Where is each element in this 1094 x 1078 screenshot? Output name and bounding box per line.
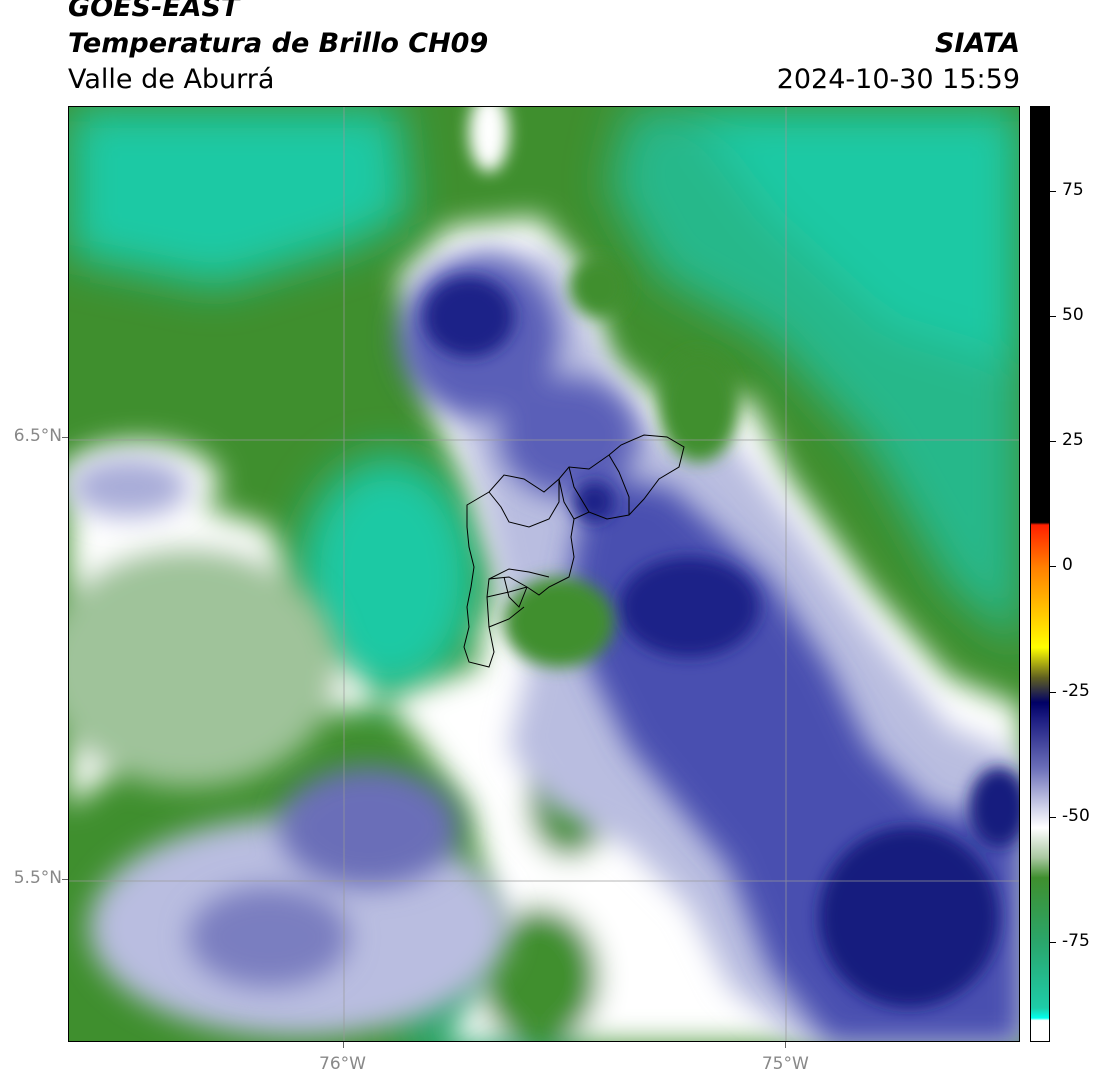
colorbar-tick-label: 75	[1062, 180, 1084, 201]
lon-tick-mark	[342, 1042, 344, 1048]
satellite-map[interactable]	[68, 106, 1020, 1042]
colorbar-tick-mark	[1050, 191, 1056, 193]
colorbar-fill	[1031, 107, 1049, 1041]
colorbar-tick-label: 50	[1062, 305, 1084, 326]
colorbar-tick-label: -25	[1062, 680, 1090, 701]
colorbar-tick-mark	[1050, 816, 1056, 818]
lat-tick-label: 5.5°N	[13, 867, 62, 888]
municipal-boundaries	[463, 434, 685, 668]
lon-tick-mark	[785, 1042, 787, 1048]
product-title: Temperatura de Brillo CH09	[68, 28, 489, 59]
colorbar-gradient	[1031, 107, 1049, 1041]
colorbar-tick-mark	[1050, 566, 1056, 568]
colorbar-tick-mark	[1050, 316, 1056, 318]
graticule	[69, 107, 1019, 1041]
organization-label: SIATA	[934, 28, 1020, 59]
teal-regions	[69, 107, 1019, 1041]
lon-tick-label: 75°W	[761, 1054, 809, 1074]
satellite-title: GOES-EAST	[68, 0, 240, 23]
colorbar-tick-label: 0	[1062, 555, 1073, 576]
colorbar-tick-mark	[1050, 441, 1056, 443]
colorbar-tick-mark	[1050, 691, 1056, 693]
colorbar-tick-label: -50	[1062, 805, 1090, 826]
dark-blue-cores	[424, 277, 1019, 1007]
lat-tick-mark	[62, 437, 68, 439]
colorbar-tick-mark	[1050, 941, 1056, 943]
datetime-label: 2024-10-30 15:59	[776, 64, 1020, 95]
lon-tick-label: 76°W	[319, 1054, 366, 1074]
brightness-temperature-field	[69, 107, 1019, 1041]
colorbar-tick-label: -75	[1062, 930, 1090, 951]
colorbar	[1030, 106, 1050, 1042]
region-label: Valle de Aburrá	[68, 64, 275, 95]
colorbar-tick-label: 25	[1062, 430, 1084, 451]
green-pockets	[469, 107, 739, 667]
lat-tick-mark	[62, 878, 68, 880]
lat-tick-label: 6.5°N	[13, 426, 62, 447]
